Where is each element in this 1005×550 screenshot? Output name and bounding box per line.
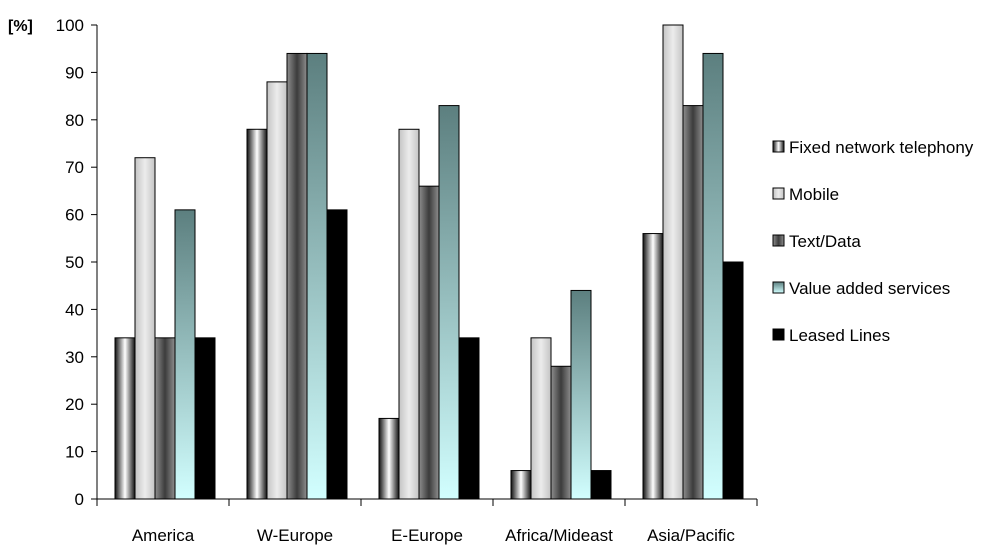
legend-label: Mobile	[789, 185, 839, 204]
bar	[722, 261, 744, 500]
bar	[682, 105, 704, 500]
legend-swatch	[772, 234, 785, 247]
bar	[642, 233, 664, 500]
x-axis: America W-Europe E-Europe Africa/Mideast Asi…	[96, 498, 758, 545]
y-tick-label: 80	[65, 111, 84, 130]
x-category-label: W-Europe	[257, 526, 333, 545]
legend-label: Value added services	[789, 279, 950, 298]
bar	[326, 209, 348, 500]
legend: Fixed network telephony Mobile Text/Data Va…	[772, 138, 974, 345]
legend-swatch	[772, 140, 785, 153]
bar	[174, 209, 196, 500]
y-tick-label: 60	[65, 206, 84, 225]
bar	[662, 24, 684, 500]
bar	[418, 185, 440, 500]
x-category-label: E-Europe	[391, 526, 463, 545]
y-tick-label: 90	[65, 63, 84, 82]
y-tick-label: 10	[65, 443, 84, 462]
bar	[398, 128, 420, 500]
bar	[590, 470, 612, 500]
y-axis: 0 10 20 30 40 50 60 70 80 90 100	[56, 16, 98, 509]
bar	[134, 157, 156, 500]
bar	[570, 289, 592, 500]
y-tick-label: 0	[75, 490, 84, 509]
legend-swatch	[772, 281, 785, 294]
x-category-label: Africa/Mideast	[505, 526, 613, 545]
legend-label: Leased Lines	[789, 326, 890, 345]
bar	[246, 128, 268, 500]
bar	[530, 337, 552, 500]
bar	[194, 337, 216, 500]
bar	[510, 470, 532, 500]
bar	[286, 52, 308, 500]
y-tick-label: 70	[65, 158, 84, 177]
y-tick-label: 20	[65, 395, 84, 414]
y-tick-label: 30	[65, 348, 84, 367]
legend-label: Fixed network telephony	[789, 138, 974, 157]
y-tick-label: 50	[65, 253, 84, 272]
bar	[458, 337, 480, 500]
bar	[266, 81, 288, 500]
bar	[438, 105, 460, 500]
y-tick-label: 40	[65, 300, 84, 319]
y-unit-label: [%]	[8, 18, 33, 35]
legend-swatch	[772, 187, 785, 200]
bar	[154, 337, 176, 500]
bars	[114, 24, 744, 500]
x-category-label: America	[132, 526, 195, 545]
y-tick-label: 100	[56, 16, 84, 35]
bar	[378, 417, 400, 500]
legend-swatch	[772, 328, 785, 341]
bar	[702, 52, 724, 500]
bar	[306, 52, 328, 500]
bar	[550, 365, 572, 500]
bar	[114, 337, 136, 500]
x-category-label: Asia/Pacific	[647, 526, 735, 545]
legend-label: Text/Data	[789, 232, 861, 251]
